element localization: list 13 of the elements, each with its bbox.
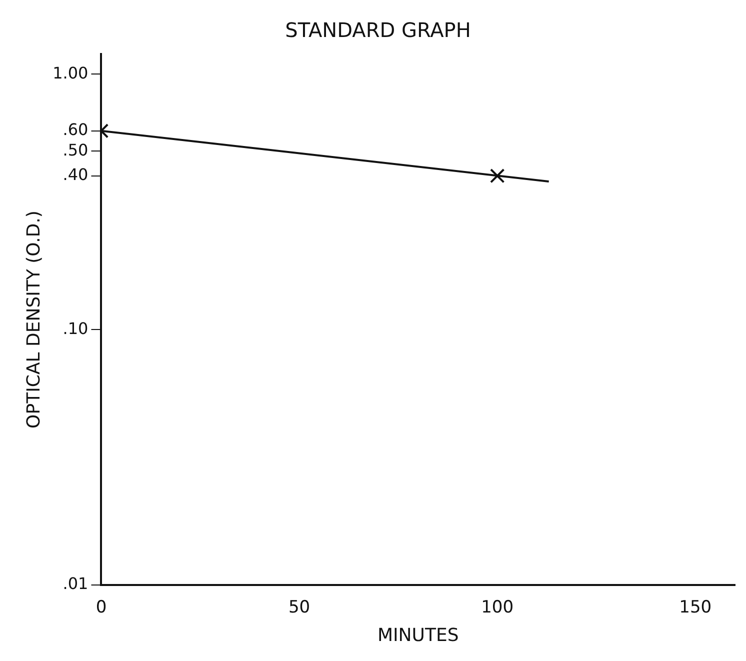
x-tick-label: 50 (288, 598, 310, 618)
x-axis-title: MINUTES (377, 624, 459, 646)
x-tick-label: 100 (481, 598, 514, 618)
x-tick-label: 150 (679, 598, 712, 618)
y-tick-label: 1.00 (52, 63, 88, 82)
y-tick-label: .01 (62, 574, 88, 594)
x-tick-label: 0 (96, 598, 107, 618)
y-tick-label: .10 (62, 318, 88, 338)
y-tick-label: .50 (62, 140, 88, 160)
y-tick-label: .60 (62, 120, 88, 140)
y-tick-label: .40 (62, 165, 88, 184)
chart-title: STANDARD GRAPH (285, 18, 471, 42)
y-axis-title: OPTICAL DENSITY (O.D.) (23, 210, 44, 428)
